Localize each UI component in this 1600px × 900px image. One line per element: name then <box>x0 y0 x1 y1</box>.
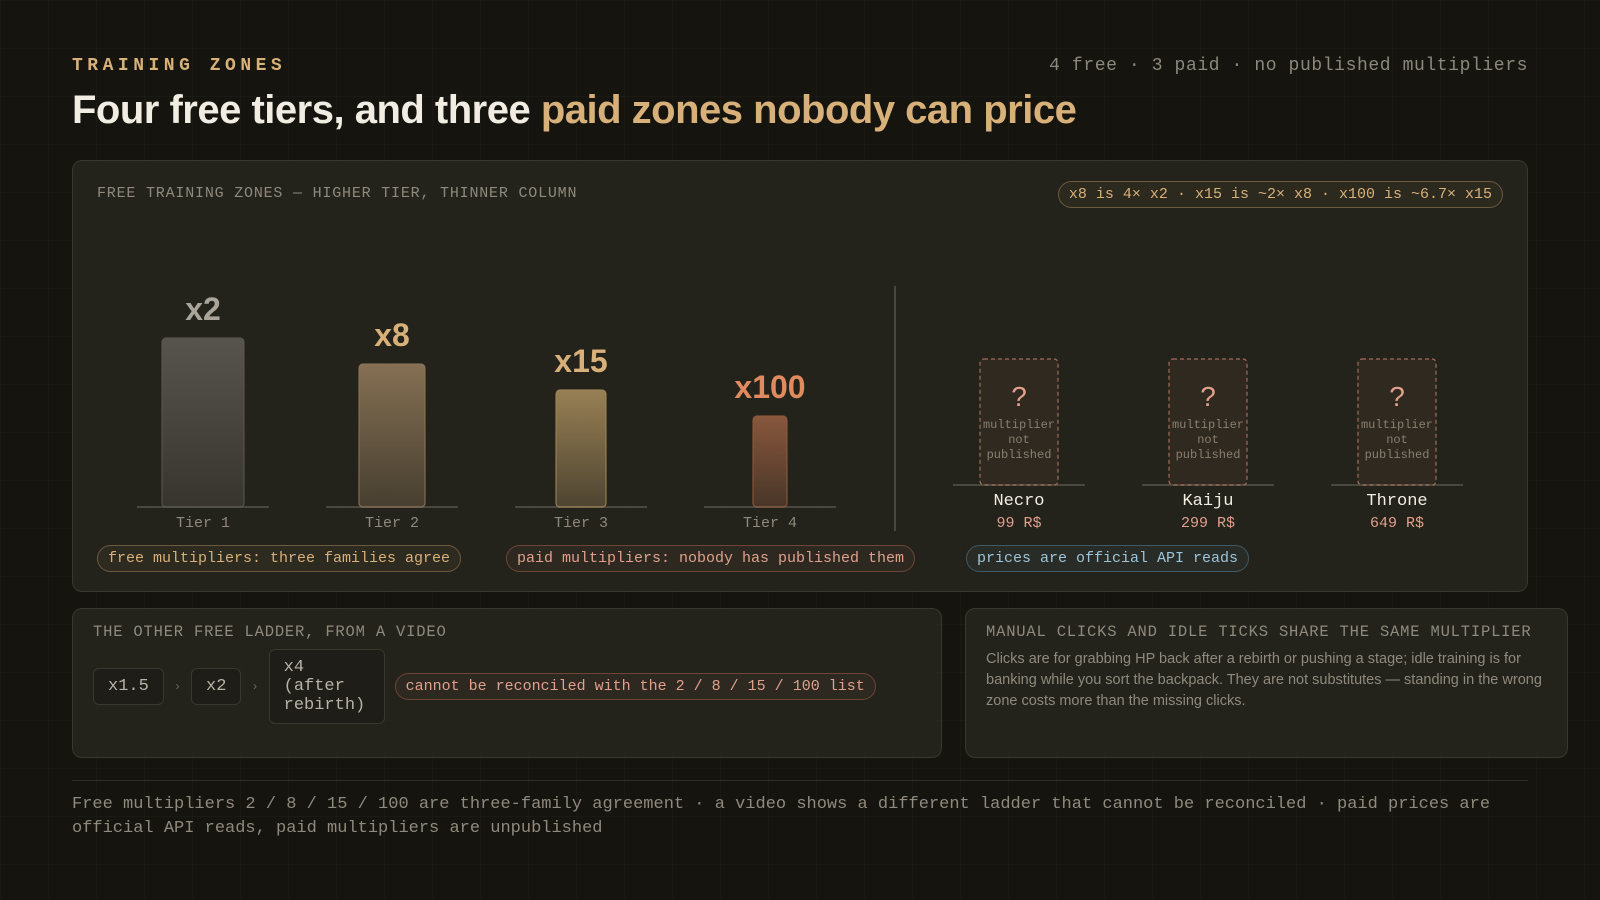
paid-zone-name: Kaiju <box>1182 492 1233 511</box>
unknown-multiplier-mark: ? <box>1011 381 1027 412</box>
chart-title: FREE TRAINING ZONES — HIGHER TIER, THINN… <box>97 185 578 202</box>
paid-zone-placeholder <box>1168 358 1248 486</box>
paid-zone-name: Necro <box>993 492 1044 511</box>
paid-zone-name: Throne <box>1366 492 1427 511</box>
bar-value-label: x2 <box>185 291 221 327</box>
unknown-multiplier-note: not <box>1197 433 1219 447</box>
title-accent: paid zones nobody can price <box>540 88 1077 132</box>
bar <box>358 363 426 508</box>
pill-paid-multipliers: paid multipliers: nobody has published t… <box>506 545 916 572</box>
ladder-step: x2 <box>191 668 242 705</box>
paid-zone-price: 299 R$ <box>1181 515 1235 532</box>
unknown-multiplier-note: not <box>1386 433 1408 447</box>
footer-divider <box>72 780 1528 781</box>
unknown-multiplier-note: published <box>1365 448 1430 462</box>
manual-idle-title: MANUAL CLICKS AND IDLE TICKS SHARE THE S… <box>986 623 1532 641</box>
other-ladder-title: THE OTHER FREE LADDER, FROM A VIDEO <box>93 623 447 641</box>
unknown-multiplier-note: multiplier <box>1172 418 1244 432</box>
footer-note: Free multipliers 2 / 8 / 15 / 100 are th… <box>72 795 1491 838</box>
bar-value-label: x100 <box>734 369 805 405</box>
chart-svg: x2 Tier 1 x8 Tier 2 x15 Tier 3 x100 Tier 4? mult… <box>137 286 1463 532</box>
tier-label: Tier 4 <box>743 515 797 532</box>
chevron-right-icon: › <box>251 679 259 694</box>
tier-label: Tier 1 <box>176 515 230 532</box>
chart-panel: FREE TRAINING ZONES — HIGHER TIER, THINN… <box>72 160 1528 592</box>
paid-zone-price: 99 R$ <box>996 515 1041 532</box>
unknown-multiplier-note: published <box>1176 448 1241 462</box>
manual-idle-text: Clicks are for grabbing HP back after a … <box>986 651 1542 709</box>
reconcile-warning: cannot be reconciled with the 2 / 8 / 15… <box>394 673 876 700</box>
ladder-step: x1.5 <box>93 668 164 705</box>
title-lead: Four free tiers, and three <box>72 88 541 132</box>
ladder-step: x4 (after rebirth) <box>268 649 385 724</box>
bar-value-label: x15 <box>554 343 607 379</box>
pill-free-multipliers: free multipliers: three families agree <box>97 545 462 572</box>
unknown-multiplier-note: published <box>987 448 1052 462</box>
manual-idle-panel: MANUAL CLICKS AND IDLE TICKS SHARE THE S… <box>965 608 1568 758</box>
paid-zone-price: 649 R$ <box>1370 515 1424 532</box>
unknown-multiplier-mark: ? <box>1389 381 1405 412</box>
paid-zone-placeholder <box>1357 358 1437 486</box>
chevron-right-icon: › <box>173 679 182 694</box>
unknown-multiplier-note: not <box>1008 433 1030 447</box>
unknown-multiplier-note: multiplier <box>1361 418 1433 432</box>
unknown-multiplier-mark: ? <box>1200 381 1216 412</box>
paid-zone-placeholder <box>979 358 1059 486</box>
bar-value-label: x8 <box>374 317 410 353</box>
page-title: Four free tiers, and three paid zones no… <box>72 88 1077 133</box>
bar <box>161 337 245 508</box>
ratio-note: x8 is 4× x2 · x15 is ~2× x8 · x100 is ~6… <box>1057 181 1503 208</box>
bar <box>555 389 607 508</box>
other-ladder-panel: THE OTHER FREE LADDER, FROM A VIDEO x1.5… <box>72 608 942 758</box>
unknown-multiplier-note: multiplier <box>983 418 1055 432</box>
tier-label: Tier 2 <box>365 515 419 532</box>
ladder-steps: x1.5 › x2 › x4 (after rebirth) cannot be… <box>93 649 876 724</box>
pill-api-prices: prices are official API reads <box>966 545 1250 572</box>
eyebrow: TRAINING ZONES <box>72 56 287 76</box>
tier-label: Tier 3 <box>554 515 608 532</box>
bar <box>752 415 788 508</box>
header-meta: 4 free · 3 paid · no published multiplie… <box>1049 56 1528 76</box>
